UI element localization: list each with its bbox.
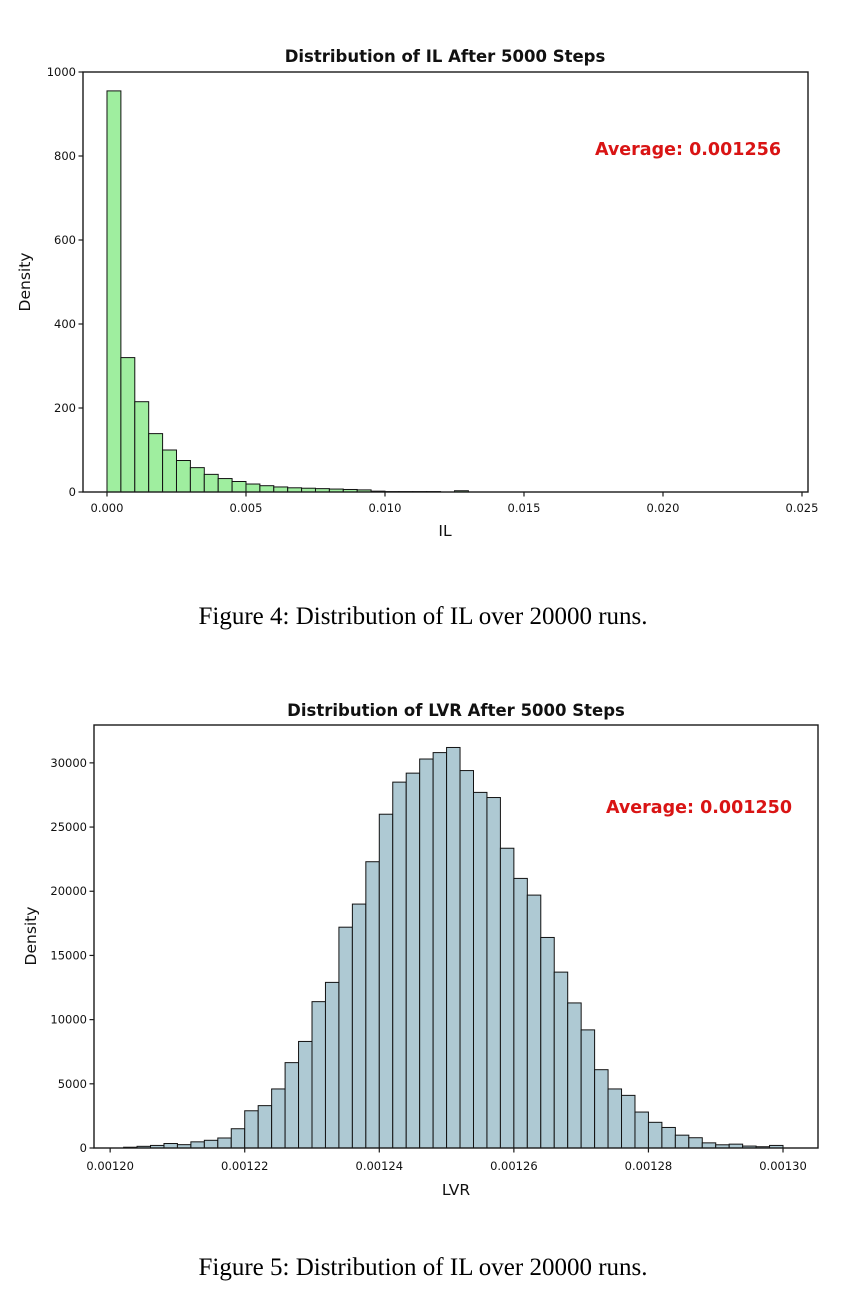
histogram-bar bbox=[607, 1088, 623, 1149]
histogram-bar bbox=[499, 847, 515, 1149]
histogram-bar bbox=[175, 460, 191, 493]
histogram-bar bbox=[284, 1062, 300, 1149]
histogram-bar bbox=[419, 758, 434, 1149]
histogram-bar bbox=[472, 791, 488, 1149]
histogram-bar bbox=[106, 90, 122, 493]
histogram-bar bbox=[674, 1134, 690, 1149]
histogram-bar bbox=[526, 894, 542, 1149]
il-histogram-chart: 0.000 0.005 0.010 0.015 0.020 0.025 0 200 400 600… bbox=[16, 47, 819, 540]
histogram-bar bbox=[217, 1137, 232, 1149]
histogram-bar bbox=[189, 467, 205, 493]
y-tick-label: 0 bbox=[69, 485, 76, 499]
x-tick-label: 0.010 bbox=[369, 501, 402, 515]
x-axis-label: IL bbox=[438, 522, 452, 540]
y-tick-label: 1000 bbox=[47, 65, 76, 79]
histogram-bar bbox=[647, 1121, 663, 1149]
histogram-bar bbox=[338, 926, 353, 1149]
histogram-bar bbox=[244, 1110, 259, 1149]
histogram-bar bbox=[324, 981, 340, 1149]
histogram-bar bbox=[688, 1137, 703, 1149]
x-tick-label: 0.00120 bbox=[86, 1159, 134, 1173]
histogram-bar bbox=[257, 1105, 273, 1149]
x-tick-label: 0.025 bbox=[786, 501, 819, 515]
lvr-histogram-chart: 0.00120 0.00122 0.00124 0.00126 0.00128 0.001… bbox=[22, 701, 819, 1199]
y-tick-label: 10000 bbox=[50, 1013, 87, 1027]
average-annotation: Average: 0.001256 bbox=[595, 140, 781, 160]
histogram-bar bbox=[392, 781, 407, 1149]
y-tick-label: 800 bbox=[54, 149, 76, 163]
histogram-bar bbox=[120, 357, 136, 493]
plot-border bbox=[82, 71, 809, 493]
histogram-bar bbox=[446, 746, 461, 1149]
histogram-bar bbox=[594, 1069, 609, 1149]
histogram-bar bbox=[273, 486, 289, 493]
histogram-bar bbox=[567, 1002, 582, 1149]
histogram-bar bbox=[365, 861, 380, 1149]
figure-caption: Figure 4: Distribution of IL over 20000 … bbox=[198, 603, 648, 630]
histogram-bar bbox=[351, 903, 367, 1149]
histogram-bar bbox=[259, 485, 275, 493]
y-tick-label: 0 bbox=[80, 1141, 87, 1155]
histogram-bar bbox=[701, 1142, 717, 1149]
histogram-bar bbox=[190, 1141, 205, 1149]
histogram-bar bbox=[378, 813, 394, 1149]
histogram-bar bbox=[245, 483, 261, 493]
histogram-bar bbox=[217, 478, 233, 493]
histogram-bar bbox=[634, 1111, 649, 1149]
histogram-bar bbox=[203, 473, 219, 493]
y-tick-label: 200 bbox=[54, 401, 76, 415]
histogram-bar bbox=[553, 971, 569, 1149]
x-tick-label: 0.00128 bbox=[625, 1159, 673, 1173]
x-tick-label: 0.020 bbox=[647, 501, 680, 515]
histogram-bar bbox=[231, 481, 247, 493]
histogram-bar bbox=[230, 1128, 246, 1149]
histogram-bar bbox=[580, 1029, 596, 1149]
chart-title: Distribution of LVR After 5000 Steps bbox=[287, 701, 625, 720]
y-axis-label: Density bbox=[22, 907, 40, 966]
x-tick-label: 0.015 bbox=[508, 501, 541, 515]
histogram-bar bbox=[271, 1088, 286, 1149]
y-tick-label: 600 bbox=[54, 233, 76, 247]
histogram-bar bbox=[298, 1040, 313, 1149]
histogram-bar bbox=[513, 877, 528, 1149]
plot-border bbox=[93, 724, 819, 1149]
y-tick-label: 20000 bbox=[50, 884, 87, 898]
x-tick-label: 0.005 bbox=[230, 501, 263, 515]
chart-title: Distribution of IL After 5000 Steps bbox=[285, 47, 606, 66]
histogram-bar bbox=[432, 752, 448, 1149]
y-tick-label: 400 bbox=[54, 317, 76, 331]
histogram-bar bbox=[540, 936, 555, 1149]
y-tick-label: 5000 bbox=[58, 1077, 87, 1091]
x-tick-label: 0.00124 bbox=[356, 1159, 404, 1173]
plot-area: 0.00120 0.00122 0.00124 0.00126 0.00128 0.001… bbox=[50, 724, 819, 1173]
x-axis-label: LVR bbox=[442, 1181, 471, 1199]
histogram-bar bbox=[162, 449, 177, 493]
x-tick-label: 0.00130 bbox=[759, 1159, 807, 1173]
y-axis-label: Density bbox=[16, 253, 34, 312]
figure-caption: Figure 5: Distribution of IL over 20000 … bbox=[198, 1254, 648, 1281]
y-tick-label: 25000 bbox=[50, 820, 87, 834]
histogram-bar bbox=[459, 770, 475, 1149]
histogram-bar bbox=[134, 401, 150, 493]
plot-area: 0.000 0.005 0.010 0.015 0.020 0.025 0 200 400 600… bbox=[47, 65, 819, 515]
histogram-bar bbox=[405, 772, 421, 1149]
histogram-bar bbox=[661, 1126, 676, 1149]
histogram-bar bbox=[148, 433, 164, 493]
histogram-bar bbox=[203, 1139, 219, 1149]
average-annotation: Average: 0.001250 bbox=[606, 798, 792, 818]
x-tick-label: 0.00126 bbox=[490, 1159, 538, 1173]
x-tick-label: 0.00122 bbox=[221, 1159, 269, 1173]
histogram-bar bbox=[621, 1094, 636, 1149]
y-tick-label: 15000 bbox=[50, 948, 87, 962]
histogram-bar bbox=[311, 1001, 326, 1149]
histogram-bar bbox=[486, 797, 501, 1149]
y-tick-label: 30000 bbox=[50, 756, 87, 770]
x-tick-label: 0.000 bbox=[91, 501, 124, 515]
